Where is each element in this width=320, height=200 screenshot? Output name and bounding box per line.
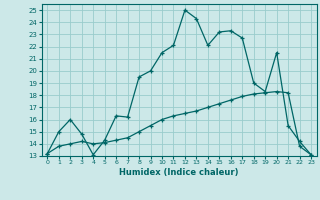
X-axis label: Humidex (Indice chaleur): Humidex (Indice chaleur) xyxy=(119,168,239,177)
